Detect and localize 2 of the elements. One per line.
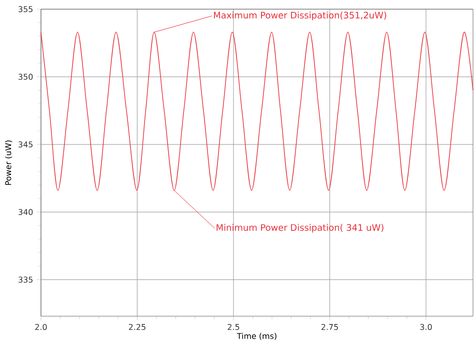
annotation: Maximum Power Dissipation(351,2uW) xyxy=(214,12,386,20)
annotation: Minimum Power Dissipation( 341 uW) xyxy=(216,224,384,233)
